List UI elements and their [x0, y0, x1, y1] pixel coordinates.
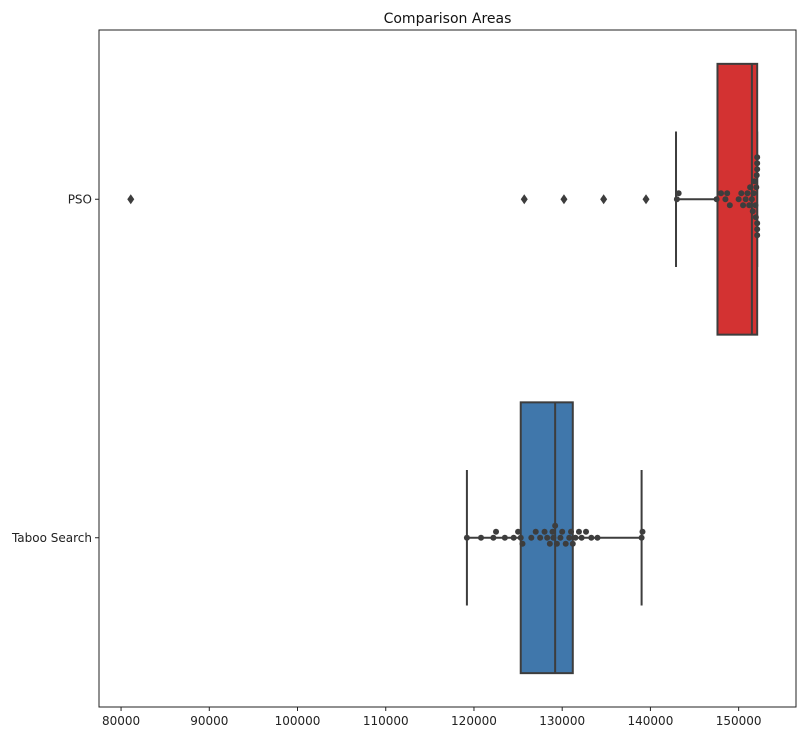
- taboo-search-point-18: [553, 540, 560, 547]
- taboo-search-point-11: [537, 534, 544, 541]
- taboo-search-point-1: [478, 534, 485, 541]
- pso-outlier-4: [642, 194, 650, 205]
- taboo-search-point-15: [549, 528, 556, 535]
- axis-layer: PSO Taboo Search 80000 90000 100000 110000 120…: [11, 29, 797, 728]
- taboo-search-point-4: [501, 534, 508, 541]
- pso-point-6: [726, 202, 733, 209]
- pso-point-3: [718, 190, 725, 197]
- pso-outlier-1: [520, 194, 528, 205]
- x-tick-label-150000: 150000: [716, 714, 762, 728]
- taboo-search-point-8: [519, 540, 526, 547]
- taboo-search-point-2: [490, 534, 497, 541]
- taboo-search-point-13: [544, 534, 551, 541]
- x-tick-label-80000: 80000: [102, 714, 140, 728]
- pso-outlier-2: [560, 194, 568, 205]
- pso-point-21: [753, 172, 760, 179]
- taboo-search-point-28: [583, 528, 590, 535]
- pso-point-7: [735, 196, 742, 203]
- taboo-search-point-27: [578, 534, 585, 541]
- taboo-search-point-20: [559, 528, 566, 535]
- taboo-search-point-29: [588, 534, 595, 541]
- taboo-search-point-26: [575, 528, 582, 535]
- taboo-search-point-32: [639, 528, 646, 535]
- taboo-search-point-19: [557, 534, 564, 541]
- taboo-search-point-5: [510, 534, 517, 541]
- pso-point-9: [740, 202, 747, 209]
- x-tick-label-90000: 90000: [190, 714, 228, 728]
- x-tick-label-100000: 100000: [275, 714, 321, 728]
- x-tick-label-120000: 120000: [451, 714, 497, 728]
- pso-point-1: [675, 190, 682, 197]
- taboo-search-point-3: [493, 528, 500, 535]
- pso-point-15: [749, 208, 756, 215]
- pso-point-18: [752, 202, 759, 209]
- pso-point-24: [754, 226, 761, 233]
- taboo-search-point-9: [528, 534, 535, 541]
- pso-point-16: [750, 190, 757, 197]
- pso-point-23: [754, 166, 761, 173]
- pso-point-8: [738, 190, 745, 197]
- pso-point-4: [722, 196, 729, 203]
- pso-point-11: [744, 190, 751, 197]
- pso-point-5: [724, 190, 731, 197]
- pso-point-26: [754, 232, 761, 239]
- pso-point-22: [754, 220, 761, 227]
- taboo-search-point-10: [532, 528, 539, 535]
- pso-point-12: [746, 202, 753, 209]
- pso-outlier-3: [600, 194, 608, 205]
- taboo-search-point-22: [566, 534, 573, 541]
- taboo-search-point-17: [552, 522, 559, 529]
- taboo-search-point-16: [550, 534, 557, 541]
- chart-title: Comparison Areas: [384, 11, 512, 27]
- taboo-search-point-31: [638, 534, 645, 541]
- taboo-search-point-7: [517, 534, 524, 541]
- pso-point-14: [748, 196, 755, 203]
- pso-point-10: [742, 196, 749, 203]
- x-tick-label-140000: 140000: [628, 714, 674, 728]
- pso-point-2: [713, 196, 720, 203]
- y-tick-label-pso: PSO: [68, 192, 92, 206]
- taboo-search-point-14: [546, 540, 553, 547]
- taboo-search-point-6: [515, 528, 522, 535]
- taboo-search-point-21: [562, 540, 569, 547]
- plot-frame: [98, 29, 797, 708]
- pso-point-25: [754, 160, 761, 167]
- pso-point-19: [752, 214, 759, 221]
- pso-outlier-0: [127, 194, 135, 205]
- x-tick-label-130000: 130000: [539, 714, 585, 728]
- pso-point-0: [673, 196, 680, 203]
- pso-point-27: [754, 154, 761, 161]
- x-tick-label-110000: 110000: [363, 714, 409, 728]
- taboo-search-point-25: [572, 534, 579, 541]
- pso-point-20: [753, 184, 760, 191]
- taboo-search-point-30: [594, 534, 601, 541]
- plot-area: [99, 30, 796, 707]
- taboo-search-point-0: [463, 534, 470, 541]
- pso-point-13: [747, 184, 754, 191]
- y-tick-label-taboo-search: Taboo Search: [11, 531, 92, 545]
- pso-point-17: [751, 178, 758, 185]
- taboo-search-point-24: [569, 540, 576, 547]
- plot-layer: [99, 30, 796, 707]
- taboo-search-point-12: [541, 528, 548, 535]
- taboo-search-point-23: [568, 528, 575, 535]
